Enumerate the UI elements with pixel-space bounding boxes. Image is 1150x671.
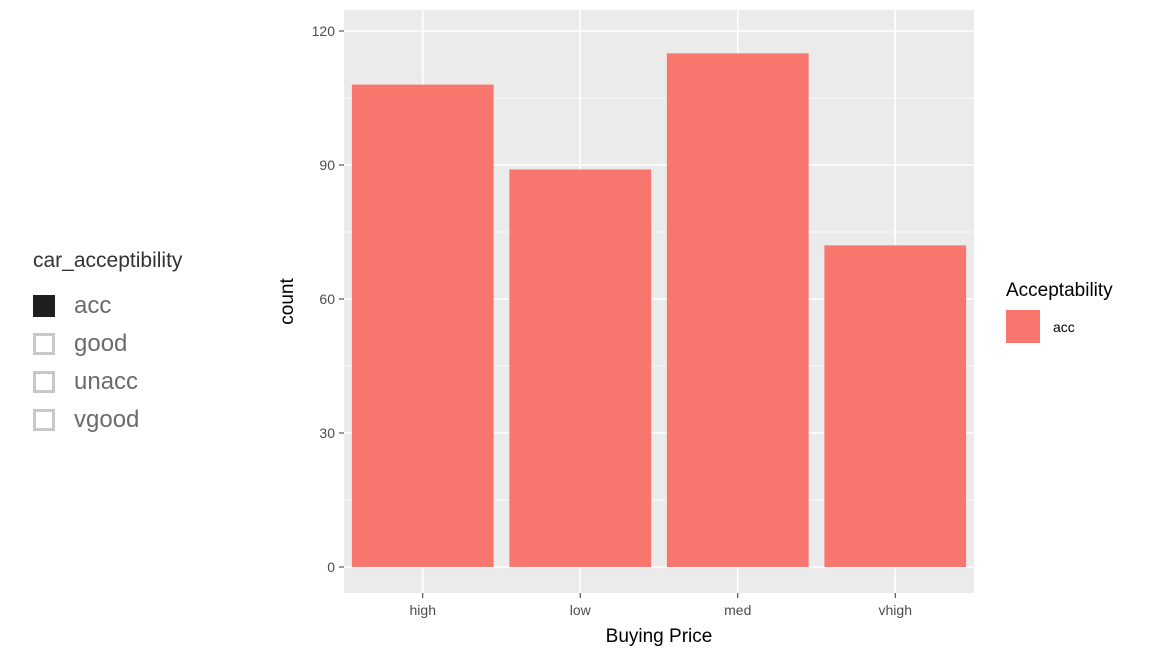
y-axis: 0 30 60 90 120 xyxy=(312,23,344,575)
checkbox[interactable] xyxy=(33,333,55,355)
y-tick-label: 30 xyxy=(319,425,335,441)
y-tick-label: 90 xyxy=(319,157,335,173)
filter-option-acc[interactable]: acc xyxy=(33,287,253,325)
checkbox[interactable] xyxy=(33,409,55,431)
filter-option-label: unacc xyxy=(74,368,139,395)
filter-option-label: acc xyxy=(74,292,112,319)
x-tick-label: low xyxy=(570,602,592,618)
filter-option-good[interactable]: good xyxy=(33,325,253,363)
legend-key xyxy=(1006,310,1040,343)
filter-title: car_acceptibility xyxy=(33,249,183,272)
filter-option-label: good xyxy=(74,330,128,357)
bar-vhigh xyxy=(824,245,967,567)
bar-low xyxy=(509,169,652,567)
y-tick-label: 0 xyxy=(327,559,335,575)
y-tick-label: 60 xyxy=(319,291,335,307)
filter-option-label: vgood xyxy=(74,406,140,433)
checkbox[interactable] xyxy=(33,371,55,393)
x-tick-label: vhigh xyxy=(879,602,912,618)
y-axis-title: count xyxy=(277,278,298,325)
filter-option-vgood[interactable]: vgood xyxy=(33,401,253,439)
x-tick-label: med xyxy=(724,602,751,618)
legend-title: Acceptability xyxy=(1006,280,1113,301)
bar-high xyxy=(351,84,494,567)
bars xyxy=(351,53,967,568)
bar-med xyxy=(666,53,809,568)
filter-option-unacc[interactable]: unacc xyxy=(33,363,253,401)
x-axis-title: Buying Price xyxy=(606,626,713,647)
legend-label: acc xyxy=(1053,319,1075,335)
x-axis: high low med vhigh xyxy=(410,593,912,618)
filter-panel: car_acceptibility acc good unacc vgood xyxy=(33,247,253,439)
y-tick-label: 120 xyxy=(312,23,336,39)
checkbox[interactable] xyxy=(33,295,55,317)
legend: Acceptability acc xyxy=(1006,280,1113,343)
x-tick-label: high xyxy=(410,602,436,618)
